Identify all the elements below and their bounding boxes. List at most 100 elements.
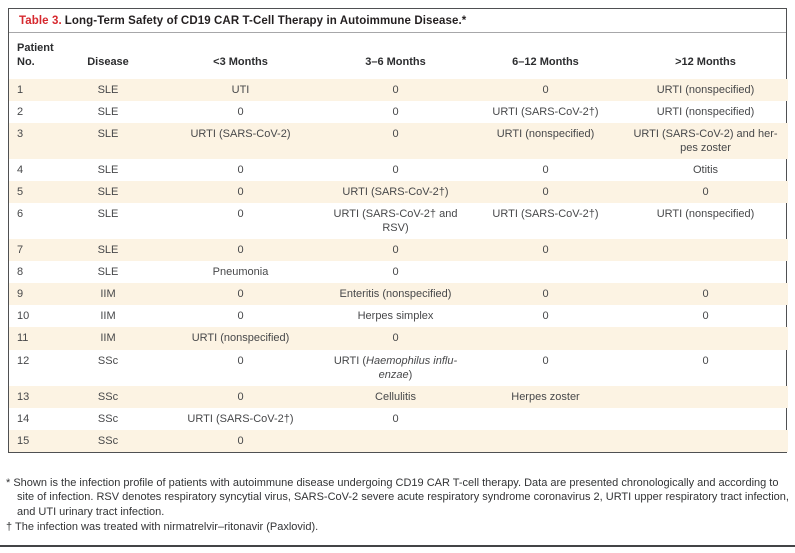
infection-cell: URTI (SARS-CoV-2) and her- pes zoster bbox=[633, 127, 778, 154]
infection-cell bbox=[623, 327, 788, 349]
patient-no-cell: 3 bbox=[17, 127, 24, 140]
infection-cell bbox=[468, 430, 623, 452]
infection-cell: 0 bbox=[237, 105, 244, 118]
footnote-marker: * bbox=[6, 477, 11, 489]
infection-cell: 0 bbox=[702, 354, 709, 367]
table-row: 2 SLE 0 0 URTI (SARS-CoV-2†) URTI (nonspecifi… bbox=[9, 101, 788, 123]
infection-cell: 0 bbox=[237, 185, 244, 198]
infection-cell: 0 bbox=[392, 163, 399, 176]
infection-cell: Herpes simplex bbox=[357, 310, 434, 323]
infection-cell bbox=[623, 430, 788, 452]
infection-cell: URTI (SARS-CoV-2†) bbox=[187, 412, 294, 425]
table-row: 3 SLE URTI (SARS-CoV-2) 0 URTI (nonspecified… bbox=[9, 122, 788, 159]
infection-cell: 0 bbox=[237, 354, 244, 367]
footnote-text: The infection was treated with nirmatrel… bbox=[14, 520, 319, 533]
patient-no-cell: 9 bbox=[17, 288, 24, 301]
footnote-marker: † bbox=[6, 520, 13, 533]
infection-cell: 0 bbox=[392, 332, 399, 345]
column-header-3-6-months: 3–6 Months bbox=[365, 55, 426, 68]
table-title-text: Long-Term Safety of CD19 CAR T-Cell Ther… bbox=[64, 15, 467, 27]
infection-cell: 0 bbox=[702, 185, 709, 198]
infection-cell: 0 bbox=[702, 288, 709, 301]
infection-cell bbox=[323, 430, 468, 452]
patient-no-cell: 7 bbox=[17, 244, 24, 257]
infection-cell: URTI (Haemophilus influ- enzae) bbox=[333, 354, 458, 381]
patient-no-cell: 2 bbox=[17, 105, 24, 118]
infection-cell: 0 bbox=[392, 244, 399, 257]
disease-cell: SSc bbox=[97, 390, 119, 403]
footnote-text: Shown is the infection profile of patien… bbox=[13, 477, 789, 518]
infection-cell bbox=[623, 386, 788, 408]
infection-cell: 0 bbox=[542, 244, 549, 257]
disease-cell: SSc bbox=[97, 354, 119, 367]
table-body: 1 SLE UTI 0 0 URTI (nonspecified) 2 SLE 0 0 URTI (… bbox=[9, 78, 788, 452]
infection-cell: 0 bbox=[542, 354, 549, 367]
infection-cell: URTI (SARS-CoV-2) bbox=[190, 127, 291, 140]
infection-cell: 0 bbox=[237, 310, 244, 323]
disease-cell: SLE bbox=[97, 207, 119, 220]
infection-cell: URTI (nonspecified) bbox=[656, 105, 755, 118]
table-row: 6 SLE 0 URTI (SARS-CoV-2† and RSV) URTI (SAR… bbox=[9, 203, 788, 239]
bottom-rule bbox=[0, 545, 795, 547]
infection-cell: 0 bbox=[542, 83, 549, 96]
infection-cell: URTI (nonspecified) bbox=[496, 127, 595, 140]
infection-cell: Otitis bbox=[692, 163, 719, 176]
safety-table: Patient No. Disease <3 Months 3–6 Months… bbox=[9, 33, 788, 452]
table-row: 4 SLE 0 0 0 Otitis bbox=[9, 159, 788, 181]
infection-cell: 0 bbox=[542, 163, 549, 176]
column-header-disease: Disease bbox=[87, 55, 129, 68]
infection-cell: 0 bbox=[392, 127, 399, 140]
infection-cell: 0 bbox=[392, 83, 399, 96]
infection-cell: 0 bbox=[542, 310, 549, 323]
infection-cell: 0 bbox=[237, 163, 244, 176]
infection-cell: 0 bbox=[542, 288, 549, 301]
table-row: 15 SSc 0 bbox=[9, 429, 788, 452]
disease-cell: SLE bbox=[97, 105, 119, 118]
table-figure: Table 3. Long-Term Safety of CD19 CAR T-C… bbox=[8, 8, 788, 453]
infection-cell bbox=[623, 239, 788, 261]
footnote-dagger: † The infection was treated with nirmatr… bbox=[6, 520, 789, 534]
footnotes: * Shown is the infection profile of pati… bbox=[6, 476, 789, 535]
patient-no-cell: 5 bbox=[17, 185, 24, 198]
disease-cell: SLE bbox=[97, 127, 119, 140]
patient-no-cell: 1 bbox=[17, 83, 24, 96]
table-header: Patient No. Disease <3 Months 3–6 Months… bbox=[9, 33, 788, 79]
infection-cell: 0 bbox=[392, 105, 399, 118]
infection-cell: 0 bbox=[237, 244, 244, 257]
table-row: 14 SSc URTI (SARS-CoV-2†) 0 bbox=[9, 408, 788, 430]
infection-cell: 0 bbox=[542, 185, 549, 198]
infection-cell: URTI (SARS-CoV-2†) bbox=[492, 105, 599, 118]
table-row: 13 SSc 0 Cellulitis Herpes zoster bbox=[9, 385, 788, 408]
infection-cell: URTI (SARS-CoV-2† and RSV) bbox=[333, 207, 458, 235]
infection-cell: Cellulitis bbox=[375, 390, 416, 403]
disease-cell: SLE bbox=[97, 244, 119, 257]
infection-cell bbox=[623, 408, 788, 430]
footnote-asterisk: * Shown is the infection profile of pati… bbox=[6, 476, 789, 519]
disease-cell: IIM bbox=[100, 310, 116, 323]
infection-cell: Enteritis (nonspecified) bbox=[339, 288, 452, 301]
patient-no-cell: 6 bbox=[17, 207, 24, 220]
table-row: 1 SLE UTI 0 0 URTI (nonspecified) bbox=[9, 78, 788, 101]
table-row: 10 IIM 0 Herpes simplex 0 0 bbox=[9, 305, 788, 327]
patient-no-cell: 13 bbox=[17, 390, 30, 403]
column-header-patient-no: Patient No. bbox=[17, 42, 54, 68]
patient-no-cell: 4 bbox=[17, 163, 24, 176]
infection-cell: URTI (SARS-CoV-2†) bbox=[492, 207, 599, 220]
infection-cell: 0 bbox=[392, 266, 399, 279]
disease-cell: SLE bbox=[97, 163, 119, 176]
infection-cell: 0 bbox=[237, 207, 244, 220]
column-header-lt3-months: <3 Months bbox=[213, 55, 268, 68]
patient-no-cell: 14 bbox=[17, 412, 30, 425]
table-row: 12 SSc 0 URTI (Haemophilus influ- enzae) 0 0 bbox=[9, 350, 788, 386]
infection-cell: URTI (nonspecified) bbox=[656, 207, 755, 220]
infection-cell: URTI (nonspecified) bbox=[191, 332, 290, 345]
infection-cell bbox=[623, 261, 788, 283]
infection-cell: UTI bbox=[231, 83, 250, 96]
table-number-label: Table 3. bbox=[19, 15, 62, 27]
table-row: 7 SLE 0 0 0 bbox=[9, 239, 788, 262]
infection-cell bbox=[468, 261, 623, 283]
disease-cell: IIM bbox=[100, 288, 116, 301]
patient-no-cell: 12 bbox=[17, 354, 30, 367]
patient-no-cell: 15 bbox=[17, 434, 30, 447]
